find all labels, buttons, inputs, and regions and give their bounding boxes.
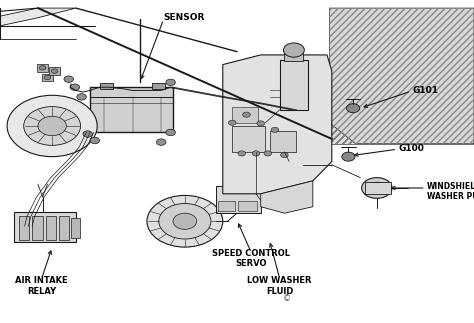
Polygon shape xyxy=(329,8,474,144)
Polygon shape xyxy=(223,55,332,194)
Bar xyxy=(329,8,474,144)
Bar xyxy=(238,201,257,211)
Circle shape xyxy=(44,75,51,80)
Circle shape xyxy=(238,151,246,156)
Text: SPEED CONTROL
SERVO: SPEED CONTROL SERVO xyxy=(212,249,290,268)
Bar xyxy=(14,212,76,242)
Circle shape xyxy=(156,139,166,145)
Bar xyxy=(100,83,113,89)
Text: LOW WASHER
FLUID: LOW WASHER FLUID xyxy=(247,276,312,296)
Bar xyxy=(216,186,261,213)
Text: WINDSHIELD
WASHER PUMP: WINDSHIELD WASHER PUMP xyxy=(427,182,474,201)
Bar xyxy=(270,131,296,152)
Circle shape xyxy=(7,95,97,157)
Text: AIR INTAKE
RELAY: AIR INTAKE RELAY xyxy=(15,276,68,296)
Bar xyxy=(71,218,80,238)
Circle shape xyxy=(51,69,58,73)
Polygon shape xyxy=(261,181,313,213)
Circle shape xyxy=(24,107,81,145)
Bar xyxy=(232,126,265,152)
Bar xyxy=(46,216,56,240)
Circle shape xyxy=(264,151,272,156)
Bar xyxy=(49,67,60,75)
Circle shape xyxy=(346,104,360,113)
Text: G101: G101 xyxy=(412,86,438,95)
Circle shape xyxy=(342,152,355,161)
Bar xyxy=(365,182,391,194)
Bar xyxy=(284,53,303,61)
Bar xyxy=(329,8,474,144)
Circle shape xyxy=(159,203,211,239)
Text: SENSOR: SENSOR xyxy=(164,13,205,22)
Text: G100: G100 xyxy=(398,144,424,153)
Circle shape xyxy=(147,195,223,247)
Circle shape xyxy=(368,182,385,194)
Bar xyxy=(90,87,173,132)
Circle shape xyxy=(38,116,66,136)
Circle shape xyxy=(228,120,236,125)
Bar xyxy=(32,216,43,240)
Bar xyxy=(37,64,48,72)
Circle shape xyxy=(283,43,304,57)
Bar xyxy=(232,107,258,123)
Bar xyxy=(280,60,308,110)
Circle shape xyxy=(77,94,86,100)
Circle shape xyxy=(243,112,250,117)
Text: ©: © xyxy=(283,294,291,303)
Bar xyxy=(59,216,69,240)
Circle shape xyxy=(39,66,46,70)
Circle shape xyxy=(166,79,175,86)
Circle shape xyxy=(257,121,264,126)
Circle shape xyxy=(252,151,260,156)
Circle shape xyxy=(271,127,279,132)
Bar xyxy=(218,201,235,211)
Bar xyxy=(42,74,53,81)
Circle shape xyxy=(90,137,100,144)
Circle shape xyxy=(362,178,392,198)
Circle shape xyxy=(173,213,197,229)
Bar xyxy=(19,216,29,240)
Circle shape xyxy=(166,129,175,136)
Circle shape xyxy=(281,152,288,158)
Polygon shape xyxy=(0,8,76,26)
Bar xyxy=(152,83,165,89)
Circle shape xyxy=(64,76,73,82)
Circle shape xyxy=(83,131,92,137)
Circle shape xyxy=(70,84,80,90)
